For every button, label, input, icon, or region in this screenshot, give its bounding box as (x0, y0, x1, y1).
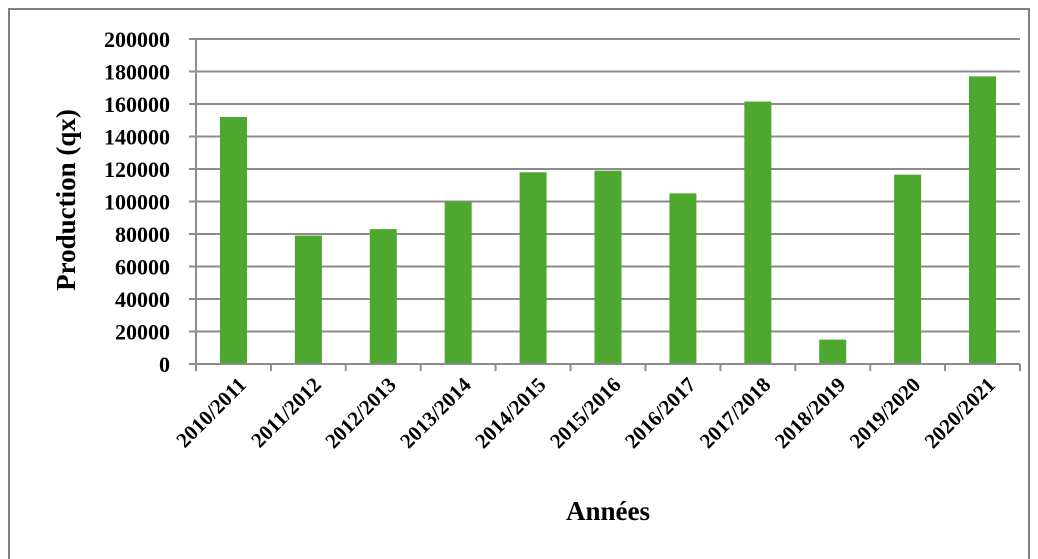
x-tick-label: 2018/2019 (770, 373, 850, 453)
x-tick-label: 2013/2014 (395, 372, 476, 453)
frame-border-left (8, 8, 10, 559)
x-tick-label: 2010/2011 (171, 373, 251, 453)
x-tick-label: 2011/2012 (246, 373, 326, 453)
bar (894, 174, 922, 364)
x-tick-label: 2017/2018 (695, 373, 775, 453)
y-tick-label: 160000 (104, 92, 170, 117)
y-tick-label: 40000 (115, 287, 170, 312)
bar (369, 229, 397, 364)
y-tick-label: 60000 (115, 255, 170, 280)
y-tick-label: 200000 (104, 27, 170, 52)
axes (189, 38, 1021, 371)
bar (594, 170, 622, 364)
bar (819, 339, 847, 364)
frame-border-right (1028, 8, 1030, 559)
y-axis-title: Production (qx) (51, 109, 81, 291)
y-tick-labels: 0 20000 40000 60000 80000 100000 120000 140000 1… (104, 27, 170, 377)
x-axis-title: Années (566, 496, 650, 526)
x-tick-label: 2014/2015 (470, 373, 550, 453)
y-tick-label: 120000 (104, 157, 170, 182)
bar (669, 193, 697, 364)
x-tick-label: 2019/2020 (845, 373, 925, 453)
x-tick-label: 2015/2016 (545, 373, 625, 453)
frame-border-top (8, 8, 1030, 10)
y-tick-label: 180000 (104, 60, 170, 85)
bar (969, 76, 997, 364)
x-tick-label: 2016/2017 (620, 373, 700, 453)
bar (744, 101, 772, 364)
bar (519, 172, 547, 364)
y-tick-label: 20000 (115, 320, 170, 345)
bar (219, 117, 247, 364)
x-tick-label: 2012/2013 (320, 373, 400, 453)
y-tick-label: 140000 (104, 125, 170, 150)
bar (294, 235, 322, 364)
bar (444, 201, 472, 364)
y-tick-label: 0 (159, 352, 170, 377)
y-tick-label: 80000 (115, 222, 170, 247)
bars (219, 76, 997, 364)
x-tick-labels: 2010/20112011/20122012/20132013/20142014… (171, 372, 1000, 453)
y-tick-label: 100000 (104, 190, 170, 215)
x-tick-label: 2020/2021 (920, 373, 1000, 453)
